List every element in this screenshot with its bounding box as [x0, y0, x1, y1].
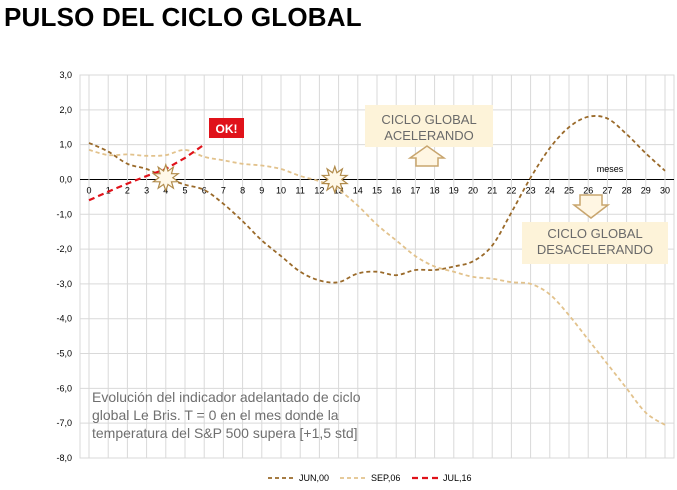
x-tick-label: 6	[202, 185, 207, 195]
decelerating-line2: DESACELERANDO	[537, 242, 653, 257]
series-line-1	[88, 115, 666, 284]
x-tick-label: 16	[391, 185, 401, 195]
y-tick-label: -4,0	[56, 314, 72, 324]
x-axis-ticks: 0123456789101112131415161718192021222324…	[86, 185, 670, 195]
y-tick-label: -7,0	[56, 418, 72, 428]
x-tick-label: 28	[622, 185, 632, 195]
x-tick-label: 7	[221, 185, 226, 195]
legend-item: SEP,06	[340, 473, 400, 483]
chart-series	[88, 115, 666, 426]
x-tick-label: 22	[506, 185, 516, 195]
chart-legend: JUN,00 SEP,06 JUL,16	[268, 473, 472, 483]
x-tick-label: 17	[410, 185, 420, 195]
y-tick-label: -8,0	[56, 453, 72, 463]
y-tick-label: 3,0	[59, 70, 72, 80]
series-line-3	[88, 143, 205, 202]
y-tick-label: 0,0	[59, 174, 72, 184]
x-tick-label: 26	[583, 185, 593, 195]
x-tick-label: 29	[641, 185, 651, 195]
x-tick-label: 0	[86, 185, 91, 195]
decelerating-line1: CICLO GLOBAL	[547, 226, 642, 241]
page-title: PULSO DEL CICLO GLOBAL	[4, 2, 362, 32]
x-tick-label: 30	[660, 185, 670, 195]
x-tick-label: 10	[276, 185, 286, 195]
x-tick-label: 20	[468, 185, 478, 195]
legend-label: SEP,06	[371, 473, 400, 483]
x-tick-label: 8	[240, 185, 245, 195]
y-tick-label: -1,0	[56, 209, 72, 219]
series-line-2	[88, 148, 666, 426]
x-axis-label: meses	[597, 164, 624, 174]
x-tick-label: 21	[487, 185, 497, 195]
x-tick-label: 24	[545, 185, 555, 195]
x-tick-label: 18	[430, 185, 440, 195]
x-tick-label: 12	[314, 185, 324, 195]
x-tick-label: 27	[602, 185, 612, 195]
x-tick-label: 15	[372, 185, 382, 195]
x-tick-label: 5	[182, 185, 187, 195]
x-tick-label: 19	[449, 185, 459, 195]
x-tick-label: 13	[334, 185, 344, 195]
x-tick-label: 2	[125, 185, 130, 195]
x-tick-label: 3	[144, 185, 149, 195]
x-tick-label: 14	[353, 185, 363, 195]
x-tick-label: 9	[259, 185, 264, 195]
arrow-down-icon	[571, 194, 611, 219]
ok-badge: OK!	[209, 118, 244, 138]
decelerating-callout: CICLO GLOBAL DESACELERANDO	[522, 194, 668, 264]
y-tick-label: 1,0	[59, 140, 72, 150]
accelerating-line2: ACELERANDO	[384, 128, 474, 143]
accelerating-line1: CICLO GLOBAL	[381, 112, 476, 127]
chart-note: Evolución del indicador adelantado de ci…	[92, 389, 361, 441]
note-line-2: global Le Bris. T = 0 en el mes donde la	[92, 407, 339, 423]
legend-label: JUN,00	[299, 473, 329, 483]
y-axis-ticks: 3,0 2,0 1,0 0,0 -1,0 -2,0 -3,0 -4,0 -5,0 -6,0 -7,0…	[56, 70, 72, 463]
y-tick-label: 2,0	[59, 105, 72, 115]
starburst-icon	[320, 164, 349, 195]
starburst-icon	[151, 162, 180, 193]
x-tick-label: 23	[526, 185, 536, 195]
y-tick-label: -2,0	[56, 244, 72, 254]
x-tick-label: 25	[564, 185, 574, 195]
y-tick-label: -3,0	[56, 279, 72, 289]
chart-markers	[151, 162, 349, 195]
y-tick-label: -6,0	[56, 383, 72, 393]
legend-item: JUL,16	[412, 473, 472, 483]
legend-label: JUL,16	[443, 473, 472, 483]
legend-item: JUN,00	[268, 473, 329, 483]
arrow-up-icon	[407, 145, 447, 167]
ok-badge-text: OK!	[216, 122, 238, 136]
y-tick-label: -5,0	[56, 349, 72, 359]
accelerating-callout: CICLO GLOBAL ACELERANDO	[365, 105, 493, 167]
note-line-3: temperatura del S&P 500 supera [+1,5 std…	[92, 425, 358, 441]
x-tick-label: 11	[296, 185, 305, 195]
note-line-1: Evolución del indicador adelantado de ci…	[92, 389, 361, 405]
